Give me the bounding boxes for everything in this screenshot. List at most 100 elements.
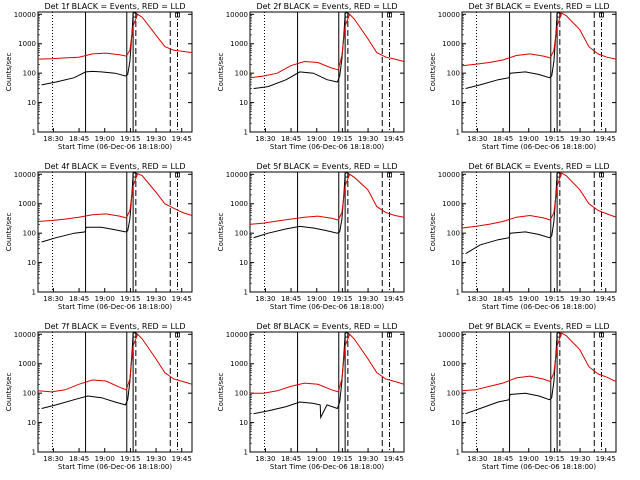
x-tick-label: 19:00 (95, 295, 115, 303)
plot-frame (37, 331, 193, 453)
series-lld-line (38, 173, 192, 222)
panel-title: Det 4f BLACK = Events, RED = LLD (44, 162, 185, 171)
x-tick-label: 19:15 (332, 135, 352, 143)
x-tick-label: 19:00 (519, 135, 539, 143)
y-axis-label: Counts/sec (217, 213, 225, 252)
y-tick-label: 10000 (14, 331, 36, 339)
x-tick-label: 19:45 (384, 135, 404, 143)
x-tick-label: 19:00 (519, 455, 539, 463)
y-tick-label: 1000 (18, 200, 36, 208)
y-axis-label: Counts/sec (429, 213, 437, 252)
detector-panel-1: Det 1f BLACK = Events, RED = LLD 1 10 100 10… (5, 2, 193, 151)
y-tick-label: 10000 (438, 331, 460, 339)
x-tick-label: 19:45 (384, 295, 404, 303)
y-axis-label: Counts/sec (429, 373, 437, 412)
y-tick-label: 100 (447, 70, 460, 78)
x-tick-label: 19:15 (120, 455, 140, 463)
x-tick-label: 19:00 (307, 135, 327, 143)
detector-panel-3: Det 3f BLACK = Events, RED = LLD 1 10 100 10… (429, 2, 617, 151)
y-tick-label: 1 (456, 449, 460, 457)
y-tick-label: 100 (23, 230, 36, 238)
x-tick-label: 19:30 (570, 455, 590, 463)
x-tick-label: 19:15 (544, 295, 564, 303)
y-tick-label: 1000 (442, 40, 460, 48)
marker-square (387, 332, 392, 338)
series-events-line (465, 334, 558, 415)
x-tick-label: 19:15 (120, 295, 140, 303)
marker-square (175, 332, 180, 338)
x-axis-label: Start Time (06-Dec-06 18:18:00) (482, 463, 596, 471)
y-tick-label: 1000 (230, 200, 248, 208)
x-tick-label: 18:30 (43, 455, 63, 463)
x-tick-label: 19:15 (332, 455, 352, 463)
y-tick-label: 100 (235, 70, 248, 78)
y-tick-label: 100 (447, 390, 460, 398)
x-tick-label: 18:30 (43, 295, 63, 303)
y-tick-label: 1000 (230, 360, 248, 368)
y-axis-label: Counts/sec (5, 213, 13, 252)
y-tick-label: 1 (244, 129, 248, 137)
x-axis-label: Start Time (06-Dec-06 18:18:00) (58, 143, 172, 151)
marker-square (599, 172, 604, 178)
x-tick-label: 18:45 (281, 135, 301, 143)
x-tick-label: 18:30 (255, 295, 275, 303)
x-tick-label: 19:45 (596, 295, 616, 303)
x-tick-label: 18:30 (467, 295, 487, 303)
x-tick-label: 19:15 (544, 455, 564, 463)
detector-panel-2: Det 2f BLACK = Events, RED = LLD 1 10 100 10… (217, 2, 405, 151)
y-tick-label: 10000 (438, 171, 460, 179)
marker-square (599, 12, 604, 18)
y-tick-label: 10 (451, 259, 460, 267)
y-tick-label: 10000 (226, 11, 248, 19)
series-lld-line (38, 333, 192, 393)
panel-title: Det 1f BLACK = Events, RED = LLD (44, 2, 185, 11)
x-tick-label: 19:15 (544, 135, 564, 143)
marker-square (175, 172, 180, 178)
x-axis-label: Start Time (06-Dec-06 18:18:00) (270, 463, 384, 471)
y-tick-label: 10 (27, 99, 36, 107)
plot-frame (249, 11, 405, 133)
x-tick-label: 19:30 (146, 135, 166, 143)
x-tick-label: 19:15 (332, 295, 352, 303)
y-axis-label: Counts/sec (217, 53, 225, 92)
y-tick-label: 10 (27, 259, 36, 267)
plot-frame (461, 11, 617, 133)
series-lld-line (462, 12, 616, 67)
x-tick-label: 19:00 (95, 135, 115, 143)
panel-title: Det 8f BLACK = Events, RED = LLD (256, 322, 397, 331)
x-tick-label: 19:30 (146, 295, 166, 303)
series-lld-line (250, 333, 404, 394)
y-tick-label: 10000 (14, 11, 36, 19)
x-tick-label: 19:00 (307, 295, 327, 303)
x-tick-label: 18:45 (493, 455, 513, 463)
plot-frame (37, 171, 193, 293)
detector-panel-7: Det 7f BLACK = Events, RED = LLD 1 10 100 10… (5, 322, 193, 471)
detector-panel-8: Det 8f BLACK = Events, RED = LLD 1 10 100 10… (217, 322, 405, 471)
x-tick-label: 19:30 (570, 295, 590, 303)
x-tick-label: 18:30 (43, 135, 63, 143)
series-events-line (41, 14, 134, 86)
x-tick-label: 18:45 (69, 135, 89, 143)
x-axis-label: Start Time (06-Dec-06 18:18:00) (482, 303, 596, 311)
x-tick-label: 19:45 (172, 455, 192, 463)
x-axis-label: Start Time (06-Dec-06 18:18:00) (270, 303, 384, 311)
marker-square (175, 12, 180, 18)
series-events-line (41, 174, 134, 243)
marker-square (599, 332, 604, 338)
x-tick-label: 19:45 (596, 455, 616, 463)
y-tick-label: 100 (447, 230, 460, 238)
y-axis-label: Counts/sec (5, 53, 13, 92)
y-tick-label: 1 (456, 289, 460, 297)
series-events-line (465, 174, 558, 255)
x-tick-label: 19:00 (307, 455, 327, 463)
detector-panel-9: Det 9f BLACK = Events, RED = LLD 1 10 100 10… (429, 322, 617, 471)
x-tick-label: 19:00 (519, 295, 539, 303)
y-tick-label: 10 (239, 259, 248, 267)
y-tick-label: 100 (235, 230, 248, 238)
plot-frame (461, 331, 617, 453)
series-events-line (253, 174, 346, 239)
y-tick-label: 10 (239, 99, 248, 107)
series-lld-line (38, 13, 192, 60)
series-lld-line (250, 173, 404, 225)
detector-panel-4: Det 4f BLACK = Events, RED = LLD 1 10 100 10… (5, 162, 193, 311)
